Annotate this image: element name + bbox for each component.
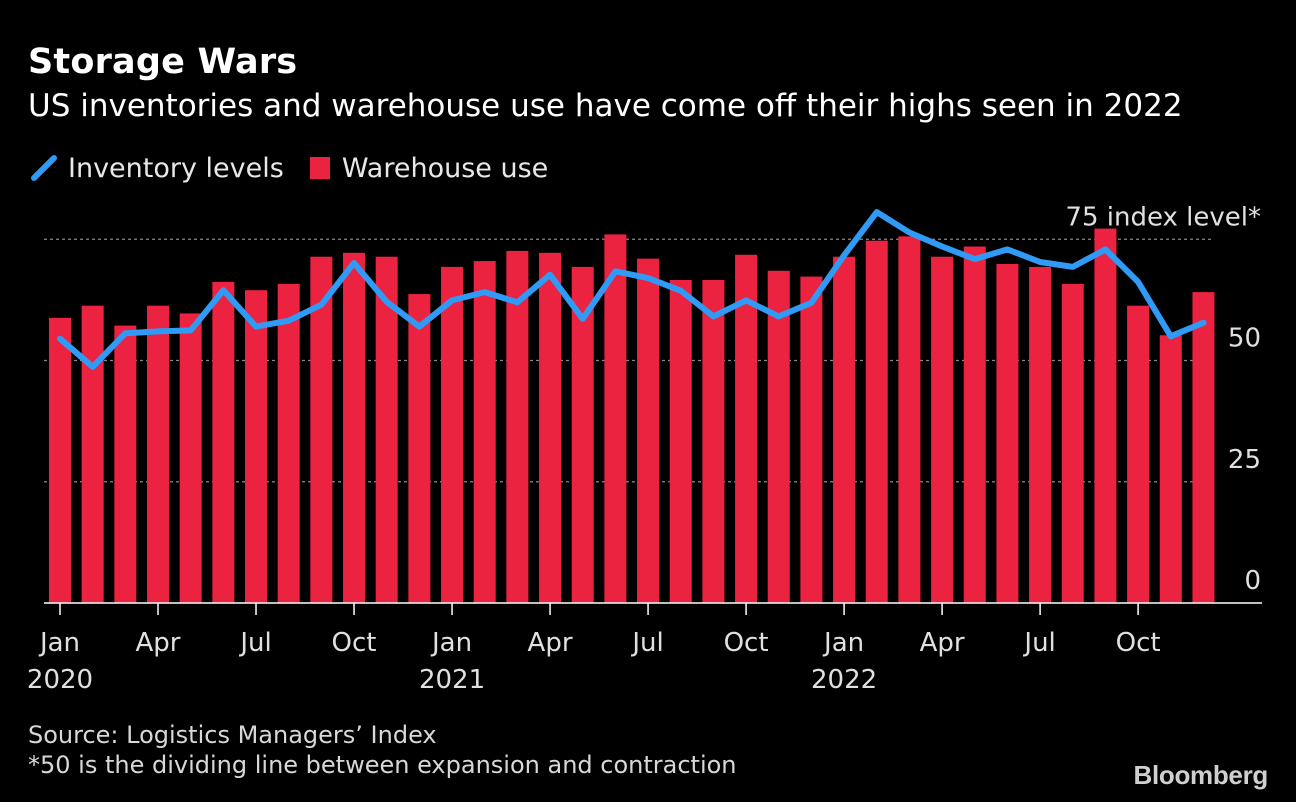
- legend-item-inventory: Inventory levels: [30, 153, 284, 184]
- source-note: Source: Logistics Managers’ Index: [28, 721, 437, 749]
- bar-warehouse-use: [931, 256, 954, 603]
- bar-warehouse-use: [898, 236, 921, 603]
- chart-legend: Inventory levels Warehouse use: [30, 150, 574, 186]
- bar-warehouse-use: [669, 279, 692, 603]
- bar-warehouse-use: [375, 256, 398, 603]
- x-tick-label: Apr: [528, 628, 573, 658]
- x-tick-year-label: 2022: [811, 665, 877, 695]
- bar-warehouse-use: [506, 250, 529, 603]
- x-tick-label: Oct: [724, 628, 769, 658]
- bar-warehouse-use: [147, 305, 170, 603]
- bar-warehouse-use: [1061, 283, 1084, 603]
- y-tick-label: 50: [1228, 324, 1261, 354]
- bar-warehouse-use: [49, 317, 71, 603]
- x-tick-year-label: 2020: [27, 665, 93, 695]
- bar-warehouse-use: [996, 263, 1019, 603]
- x-tick-label: Jul: [238, 628, 271, 658]
- bar-warehouse-use: [702, 279, 725, 603]
- bar-warehouse-use: [963, 246, 986, 603]
- y-tick-label: 75 index level*: [1065, 202, 1261, 232]
- x-tick-label: Jan: [822, 628, 864, 658]
- bar-warehouse-use: [637, 258, 660, 603]
- y-tick-label: 25: [1228, 445, 1261, 475]
- bar-warehouse-use: [1094, 228, 1117, 603]
- x-tick-label: Jul: [1022, 628, 1055, 658]
- bar-warehouse-use: [408, 294, 431, 603]
- chart-plot: 0 25 50 75 index level* Jan 2020 Apr Jul Oct Jan 2…: [27, 202, 1262, 695]
- bar-warehouse-use: [1127, 305, 1150, 603]
- bar-warehouse-use: [310, 256, 333, 603]
- line-swatch-icon: [31, 155, 57, 181]
- bar-warehouse-use: [1159, 335, 1182, 603]
- bar-warehouse-use: [1192, 292, 1215, 603]
- x-tick-label: Jul: [630, 628, 663, 658]
- legend-label-warehouse: Warehouse use: [341, 152, 549, 184]
- legend-item-warehouse: Warehouse use: [309, 152, 549, 184]
- bar-warehouse-use: [441, 266, 464, 603]
- chart-title: Storage Wars: [28, 42, 298, 82]
- bar-warehouse-use: [343, 252, 366, 603]
- bar-warehouse-use: [833, 256, 856, 603]
- bar-warehouse-use: [865, 240, 888, 603]
- chart-subtitle: US inventories and warehouse use have co…: [28, 88, 1183, 124]
- bar-warehouse-use: [212, 281, 235, 603]
- bloomberg-logo: Bloomberg: [1133, 760, 1268, 790]
- y-tick-label: 0: [1244, 566, 1261, 596]
- bar-warehouse-use: [245, 290, 268, 603]
- bar-swatch-icon: [309, 157, 330, 179]
- chart-footnotes: Source: Logistics Managers’ Index *50 is…: [28, 720, 737, 780]
- bar-warehouse-use: [800, 276, 823, 603]
- bar-warehouse-use: [473, 261, 496, 603]
- bar-warehouse-use: [539, 252, 562, 603]
- x-tick-label: Apr: [920, 628, 965, 658]
- x-tick-label: Oct: [1116, 628, 1161, 658]
- dividing-line-note: *50 is the dividing line between expansi…: [28, 751, 737, 779]
- bar-warehouse-use: [1029, 266, 1052, 603]
- x-tick-label: Jan: [430, 628, 472, 658]
- bar-warehouse-use: [604, 234, 627, 603]
- bar-warehouse-use: [767, 270, 790, 603]
- x-tick-label: Oct: [332, 628, 377, 658]
- bar-warehouse-use: [277, 283, 300, 603]
- bar-warehouse-use: [179, 313, 202, 603]
- line-inventory-levels: [57, 209, 1207, 370]
- x-tick-label: Jan: [38, 628, 80, 658]
- bar-warehouse-use: [114, 325, 137, 603]
- x-tick-label: Apr: [136, 628, 181, 658]
- bar-warehouse-use: [571, 266, 594, 603]
- legend-label-inventory: Inventory levels: [68, 152, 284, 184]
- bar-warehouse-use: [81, 305, 104, 603]
- x-tick-year-label: 2021: [419, 665, 485, 695]
- bar-warehouse-use: [735, 254, 758, 603]
